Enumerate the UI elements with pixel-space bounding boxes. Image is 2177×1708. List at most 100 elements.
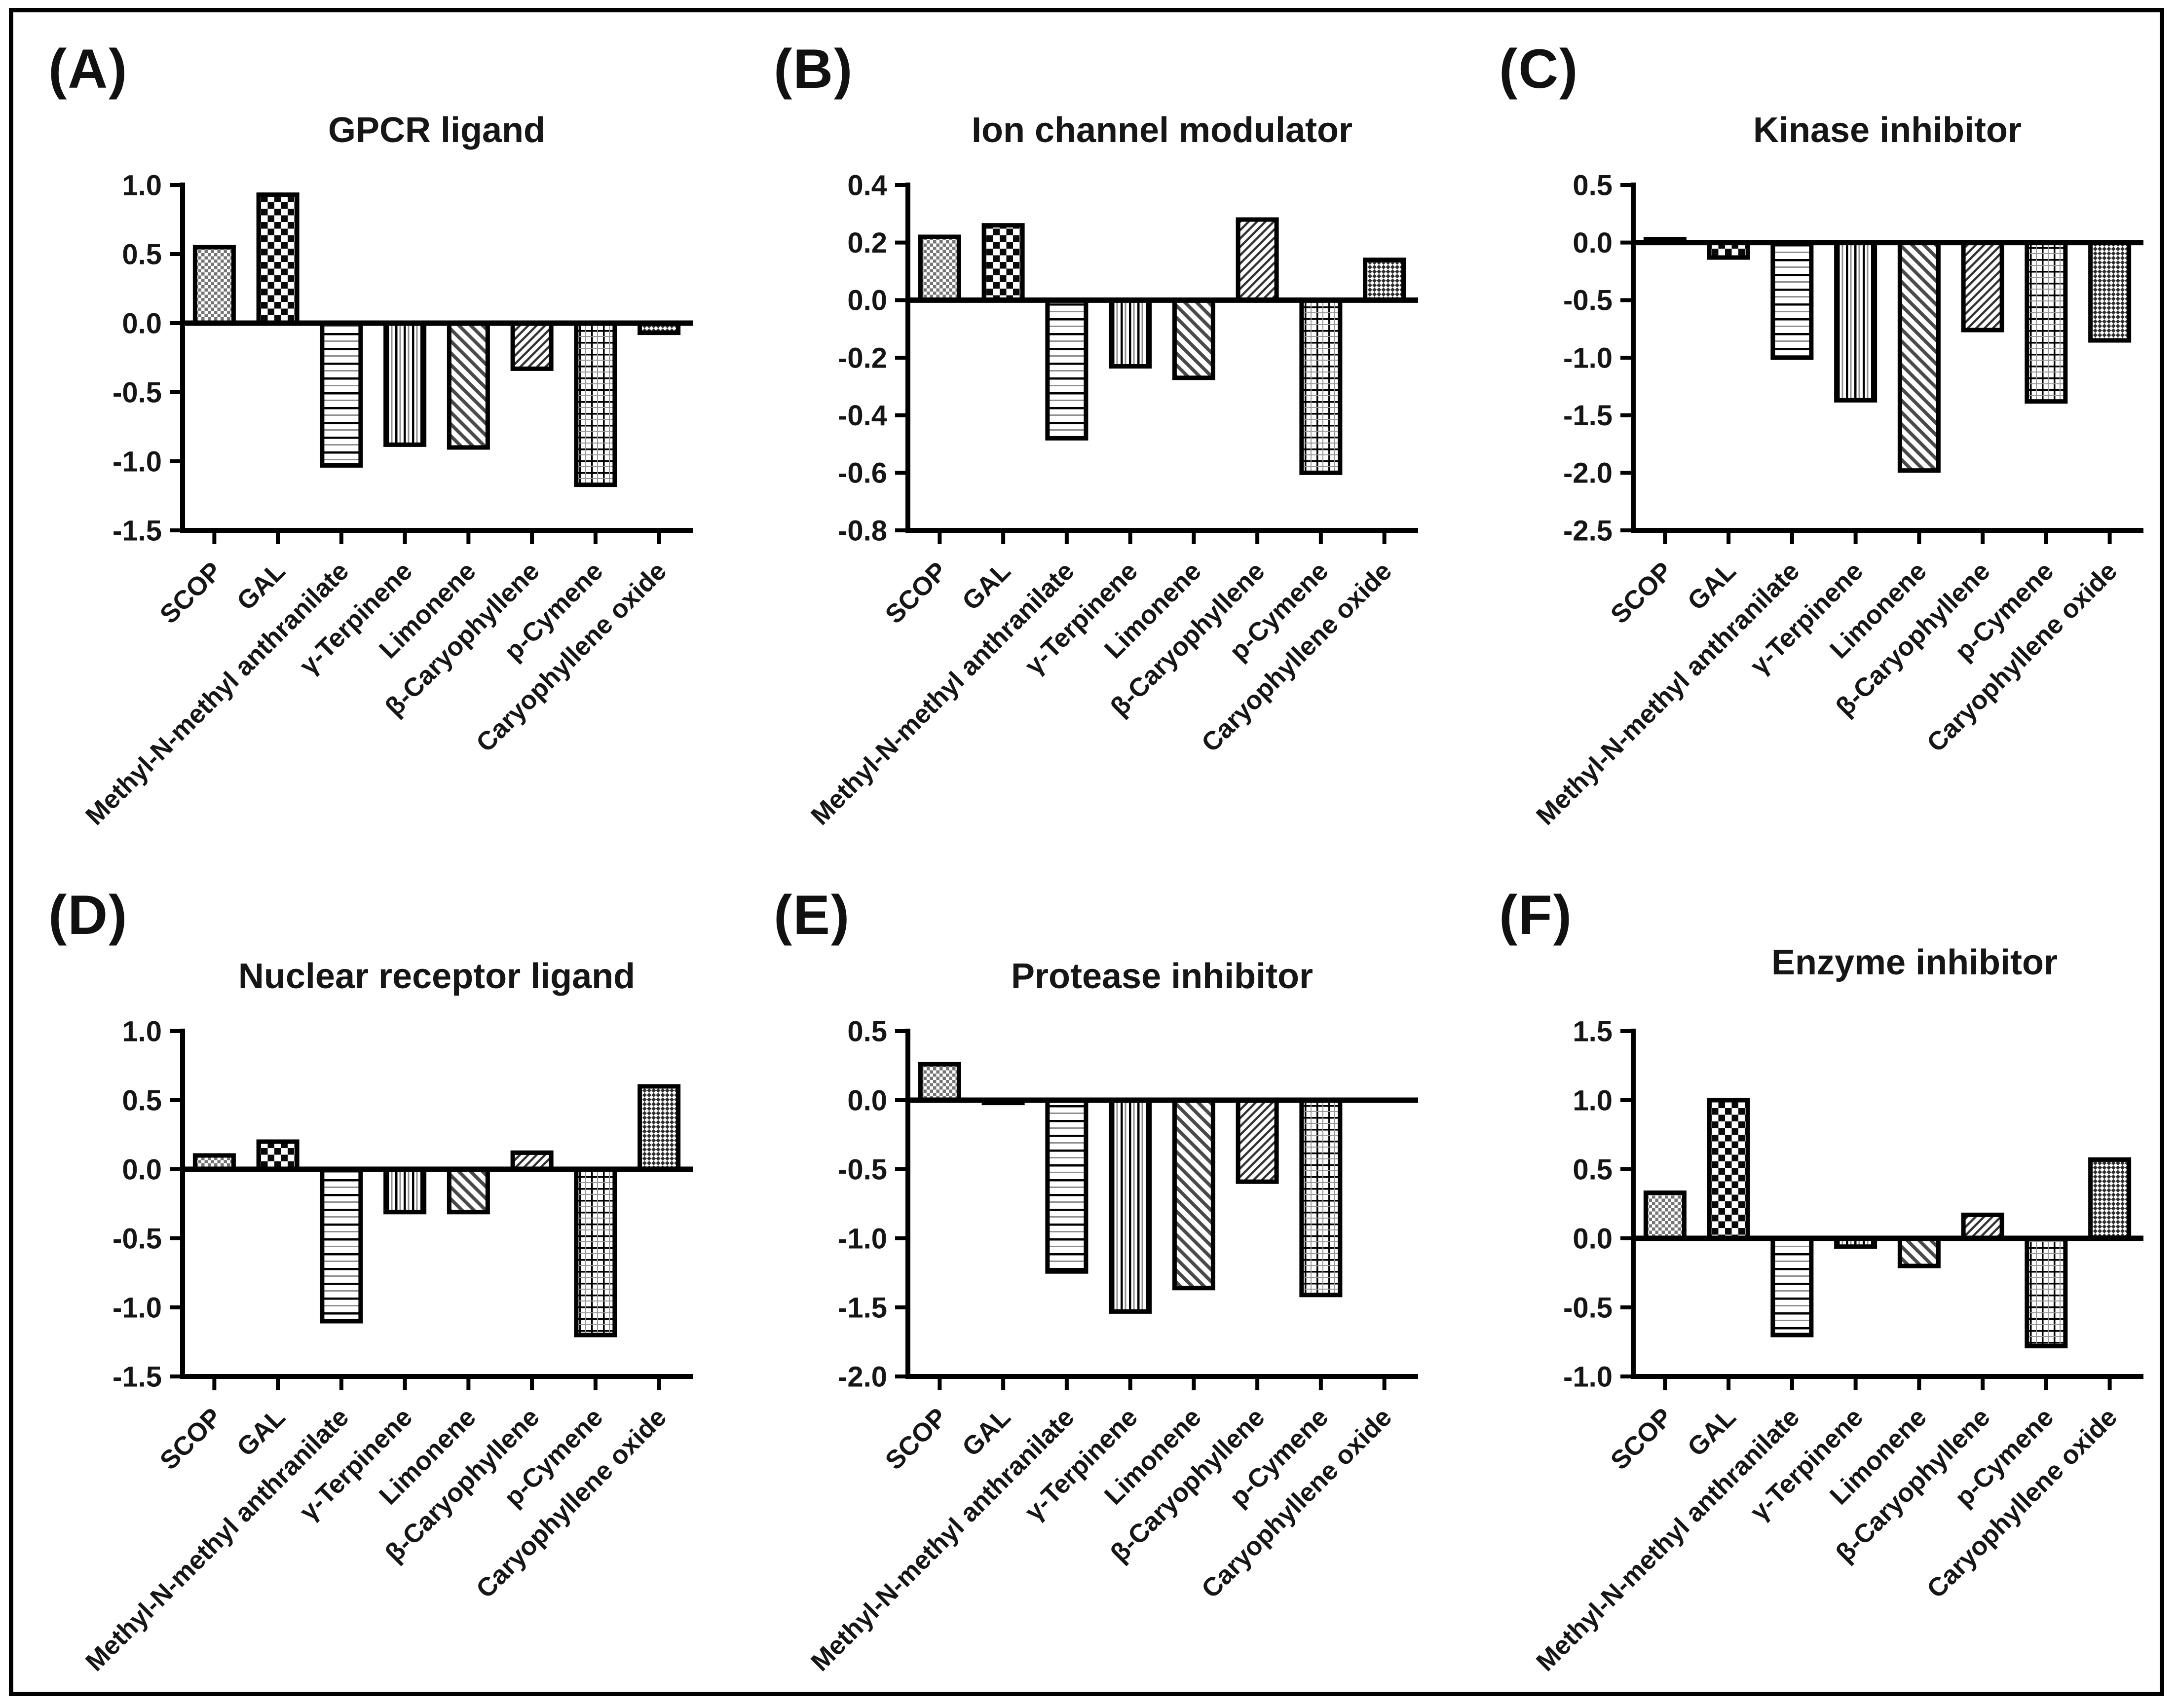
y-tick-label: 1.0 (122, 169, 162, 201)
x-category-label: SCOP (1605, 557, 1678, 630)
bar-chart: 0.4 0.2 0.0 -0.2 -0.4 -0.6 -0.8 SCOP GALMethyl-N… (805, 169, 1418, 831)
bar-β-Caryophyllene (1236, 1098, 1279, 1184)
x-category-label: Methyl-N-methyl anthranilate (805, 1403, 1080, 1677)
y-tick-label: 0.4 (847, 169, 887, 201)
bar-γ-Terpinene (383, 321, 427, 447)
bar-chart: 1.0 0.5 0.0 -0.5 -1.0 -1.5 SCOP GALMethyl-N-met… (80, 1015, 693, 1677)
bar-Methyl-N-methyl anthranilate (1045, 1098, 1088, 1274)
y-tick-label: -0.5 (113, 376, 162, 408)
y-tick-label: -0.5 (1563, 1292, 1613, 1324)
y-tick-label: -2.5 (1563, 515, 1613, 547)
bar-Methyl-N-methyl anthranilate (1770, 240, 1814, 360)
bar-Limonene (1897, 240, 1941, 473)
y-tick-label: -0.2 (838, 342, 887, 374)
y-tick-label: -2.0 (838, 1361, 887, 1393)
panel-label: (D) (48, 884, 128, 946)
y-tick-label: -1.0 (113, 446, 162, 478)
y-tick-label: 0.5 (122, 1084, 162, 1116)
y-tick-label: -0.6 (838, 457, 887, 489)
chart-title: Ion channel modulator (971, 111, 1353, 150)
panel-label: (E) (774, 884, 851, 946)
bar-GAL (981, 223, 1025, 302)
bar-Limonene (447, 321, 490, 450)
y-tick-label: 0.2 (847, 227, 887, 259)
bar-β-Caryophyllene (1236, 217, 1279, 302)
x-category-label: Methyl-N-methyl anthranilate (1531, 557, 1805, 831)
y-tick-label: 0.0 (122, 1153, 162, 1186)
y-tick-label: 0.0 (122, 307, 162, 339)
y-tick-label: 0.5 (1573, 1153, 1613, 1186)
x-category-label: Methyl-N-methyl anthranilate (1531, 1403, 1805, 1677)
y-tick-label: -0.8 (838, 515, 887, 547)
x-category-label: SCOP (880, 557, 953, 630)
y-tick-label: 0.0 (1573, 227, 1613, 259)
bar-Methyl-N-methyl anthranilate (1770, 1236, 1814, 1337)
x-category-label: Methyl-N-methyl anthranilate (80, 1403, 354, 1677)
bar-γ-Terpinene (1109, 1098, 1152, 1314)
y-tick-label: -1.5 (113, 1361, 162, 1393)
panel-gpcr-ligand: 1.0 0.5 0.0 -0.5 -1.0 -1.5 SCOP GAL Methyl-N-met… (35, 22, 725, 836)
y-tick-label: -1.0 (1563, 1361, 1613, 1393)
y-tick-label: 1.5 (1573, 1015, 1613, 1047)
y-tick-label: -1.0 (1563, 342, 1613, 374)
y-tick-label: -0.5 (113, 1223, 162, 1255)
y-tick-label: -2.0 (1563, 457, 1613, 489)
panel-label: (F) (1499, 884, 1573, 946)
bar-SCOP (1643, 1190, 1687, 1241)
y-tick-label: 0.0 (847, 285, 887, 317)
bar-Methyl-N-methyl anthranilate (320, 1167, 363, 1324)
bar-Methyl-N-methyl anthranilate (1045, 297, 1088, 441)
x-category-label: GAL (1682, 1403, 1742, 1462)
y-tick-label: 1.0 (122, 1015, 162, 1047)
bar-p-Cymene (1299, 1098, 1343, 1298)
bar-p-Cymene (2025, 240, 2068, 404)
x-category-label: Methyl-N-methyl anthranilate (805, 557, 1080, 831)
bar-Limonene (1172, 1098, 1215, 1291)
bar-β-Caryophyllene (510, 321, 554, 371)
bar-γ-Terpinene (383, 1167, 427, 1215)
x-category-label: Methyl-N-methyl anthranilate (80, 557, 354, 831)
bar-Caryophyllene oxide (1363, 258, 1406, 302)
bar-chart: 0.5 0.0 -0.5 -1.0 -1.5 -2.0 SCOP GALMethyl-N-me… (805, 1015, 1418, 1677)
y-tick-label: -1.0 (113, 1292, 162, 1324)
x-category-label: GAL (231, 1403, 291, 1462)
bar-p-Cymene (2025, 1236, 2068, 1348)
bar-p-Cymene (574, 321, 617, 487)
bar-Limonene (447, 1167, 490, 1215)
chart-title: Enzyme inhibitor (1771, 943, 2058, 982)
bar-Limonene (1897, 1236, 1941, 1268)
panel-label: (B) (774, 38, 854, 100)
y-tick-label: 0.0 (847, 1084, 887, 1116)
bar-GAL (256, 1139, 300, 1172)
bar-γ-Terpinene (1109, 297, 1152, 369)
x-category-label: GAL (957, 1403, 1016, 1462)
y-tick-label: -1.5 (1563, 400, 1613, 432)
x-category-label: SCOP (1605, 1403, 1678, 1476)
y-tick-label: -1.0 (838, 1223, 887, 1255)
y-tick-label: -0.5 (838, 1153, 887, 1186)
y-tick-label: 0.0 (1573, 1223, 1613, 1255)
y-tick-label: -1.5 (838, 1292, 887, 1324)
y-tick-label: 0.5 (847, 1015, 887, 1047)
y-tick-label: 1.0 (1573, 1084, 1613, 1116)
panel-enzyme-inhibitor: 1.5 1.0 0.5 0.0 -0.5 -1.0 SCOP GAL Methyl-N-meth… (1485, 868, 2176, 1682)
bar-p-Cymene (574, 1167, 617, 1337)
y-tick-label: 0.5 (1573, 169, 1613, 201)
bar-GAL (1707, 1098, 1750, 1241)
x-category-label: SCOP (154, 557, 227, 630)
chart-title: Kinase inhibitor (1753, 111, 2022, 150)
bar-Methyl-N-methyl anthranilate (320, 321, 363, 468)
x-category-label: GAL (957, 557, 1016, 616)
bar-Limonene (1172, 297, 1215, 380)
bar-β-Caryophyllene (1961, 240, 2004, 333)
panel-kinase-inhibitor: 0.5 0.0 -0.5 -1.0 -1.5 -2.0 -2.5 SCOP GAL Methyl-… (1485, 22, 2176, 836)
bar-γ-Terpinene (1834, 240, 1877, 403)
bar-chart: 1.5 1.0 0.5 0.0 -0.5 -1.0 SCOP GALMethyl-N-meth… (1531, 1015, 2143, 1677)
x-category-label: GAL (1682, 557, 1742, 616)
bar-Caryophyllene oxide (638, 1084, 681, 1172)
bar-SCOP (918, 1062, 961, 1103)
bar-GAL (256, 192, 300, 326)
panel-label: (A) (48, 38, 128, 100)
chart-title: Protease inhibitor (1011, 957, 1314, 996)
chart-title: GPCR ligand (328, 111, 546, 150)
